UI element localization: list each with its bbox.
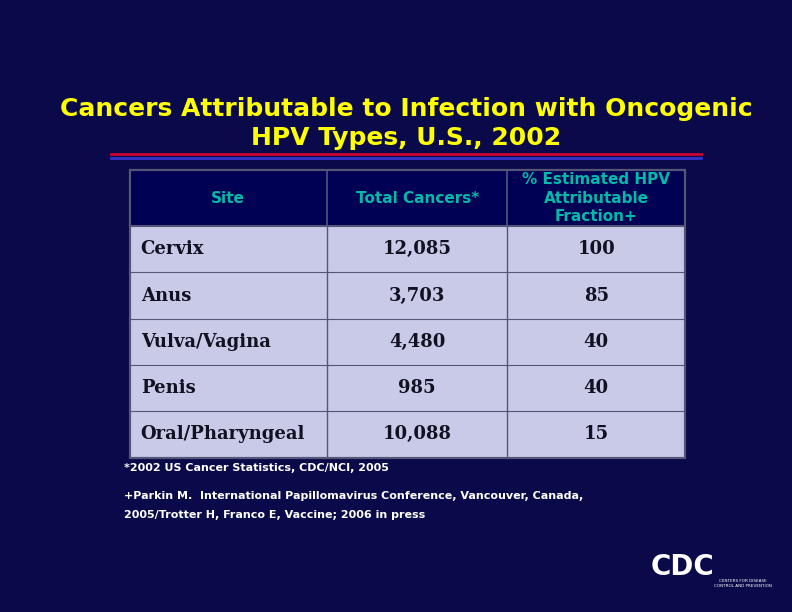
Text: Cancers Attributable to Infection with Oncogenic: Cancers Attributable to Infection with O… [59,97,752,121]
Text: 2005/Trotter H, Franco E, Vaccine; 2006 in press: 2005/Trotter H, Franco E, Vaccine; 2006 … [124,510,425,520]
Text: Penis: Penis [141,379,196,397]
Text: Oral/Pharyngeal: Oral/Pharyngeal [141,425,305,443]
Text: 985: 985 [398,379,436,397]
Text: 3,703: 3,703 [389,286,445,305]
Text: Site: Site [211,190,246,206]
Text: Vulva/Vagina: Vulva/Vagina [141,333,271,351]
Bar [130,170,685,226]
Text: *2002 US Cancer Statistics, CDC/NCI, 2005: *2002 US Cancer Statistics, CDC/NCI, 200… [124,463,388,473]
Text: 85: 85 [584,286,609,305]
Text: % Estimated HPV
Attributable
Fraction+: % Estimated HPV Attributable Fraction+ [522,172,670,224]
Text: CDC: CDC [650,553,714,581]
Text: 40: 40 [584,333,609,351]
Text: Anus: Anus [141,286,191,305]
Text: Cervix: Cervix [141,241,204,258]
Text: Total Cancers*: Total Cancers* [356,190,479,206]
Bar [130,170,685,458]
Text: 100: 100 [577,241,615,258]
Text: 12,085: 12,085 [383,241,451,258]
Text: HPV Types, U.S., 2002: HPV Types, U.S., 2002 [251,127,561,151]
Text: +Parkin M.  International Papillomavirus Conference, Vancouver, Canada,: +Parkin M. International Papillomavirus … [124,491,583,501]
Bar [130,170,685,458]
Text: 10,088: 10,088 [383,425,451,443]
Text: 40: 40 [584,379,609,397]
Text: 4,480: 4,480 [389,333,445,351]
Text: 15: 15 [584,425,609,443]
Bar [130,170,685,226]
Text: CENTERS FOR DISEASE
CONTROL AND PREVENTION: CENTERS FOR DISEASE CONTROL AND PREVENTI… [714,579,772,588]
